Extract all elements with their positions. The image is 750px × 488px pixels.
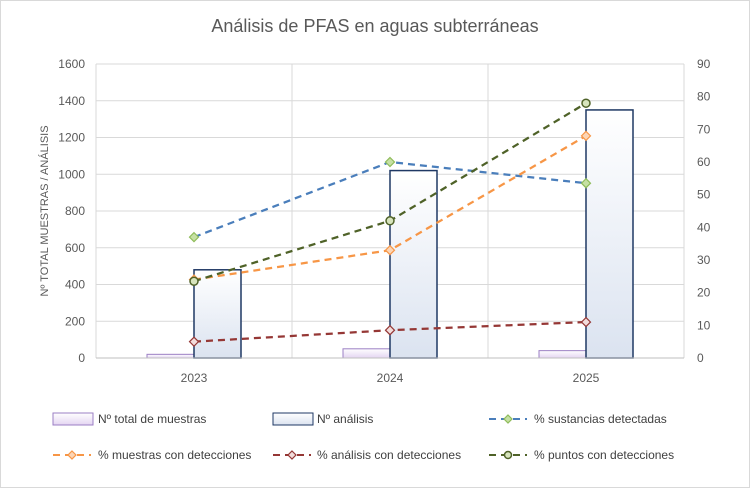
legend-marker [287, 450, 297, 460]
legend-swatch [52, 412, 94, 426]
chart-title: Análisis de PFAS en aguas subterráneas [211, 16, 538, 36]
legend-label: % análisis con detecciones [317, 448, 461, 462]
y-axis-title: Nº TOTAL MUESTRAS / ANÁLISIS [38, 125, 51, 296]
legend-marker [67, 450, 77, 460]
data-point [189, 276, 199, 286]
y-tick-label: 800 [65, 204, 85, 218]
legend-label: % sustancias detectadas [534, 412, 667, 426]
legend-marker [503, 450, 513, 460]
data-point [384, 244, 396, 256]
legend-label: % muestras con detecciones [98, 448, 251, 462]
bar-muestras [342, 348, 391, 359]
legend-label: Nº análisis [317, 412, 373, 426]
legend-swatch [272, 412, 314, 426]
data-point [580, 316, 592, 328]
y2-tick-label: 40 [697, 220, 711, 234]
y-tick-label: 600 [65, 241, 85, 255]
y-tick-label: 1000 [58, 167, 85, 181]
y2-tick-label: 50 [697, 188, 711, 202]
bars [146, 109, 634, 359]
y2-tick-label: 70 [697, 122, 711, 136]
y-tick-label: 400 [65, 278, 85, 292]
data-point [580, 130, 592, 142]
bar-analisis [193, 269, 242, 359]
x-tick-label: 2023 [181, 371, 208, 385]
data-point [188, 231, 200, 243]
bar-analisis [389, 169, 438, 359]
legend-label: % puntos con detecciones [534, 448, 674, 462]
data-point [581, 98, 591, 108]
data-point [384, 156, 396, 168]
x-tick-label: 2024 [377, 371, 404, 385]
data-point [188, 336, 200, 348]
y-tick-label: 1200 [58, 131, 85, 145]
x-tick-label: 2025 [573, 371, 600, 385]
axes: 0 200 400 600 800 1000 1200 1400 1600 0 10 20 30 40 50… [58, 57, 710, 385]
data-point [384, 324, 396, 336]
y2-tick-label: 60 [697, 155, 711, 169]
y-tick-label: 0 [78, 351, 85, 365]
y-tick-label: 200 [65, 314, 85, 328]
data-point [580, 177, 592, 189]
y2-tick-label: 90 [697, 57, 711, 71]
y-tick-label: 1600 [58, 57, 85, 71]
bar-muestras [538, 350, 587, 359]
legend-label: Nº total de muestras [98, 412, 206, 426]
y2-tick-label: 10 [697, 318, 711, 332]
y2-tick-label: 80 [697, 90, 711, 104]
bar-muestras [146, 353, 195, 359]
y-tick-label: 1400 [58, 94, 85, 108]
y2-tick-label: 20 [697, 286, 711, 300]
bar-analisis [585, 109, 634, 359]
series-lines [188, 98, 592, 348]
legend-marker [503, 414, 513, 424]
legend: Nº total de muestras Nº análisis % sustanc… [52, 412, 674, 462]
y2-tick-label: 0 [697, 351, 704, 365]
y2-tick-label: 30 [697, 253, 711, 267]
data-point [385, 216, 395, 226]
